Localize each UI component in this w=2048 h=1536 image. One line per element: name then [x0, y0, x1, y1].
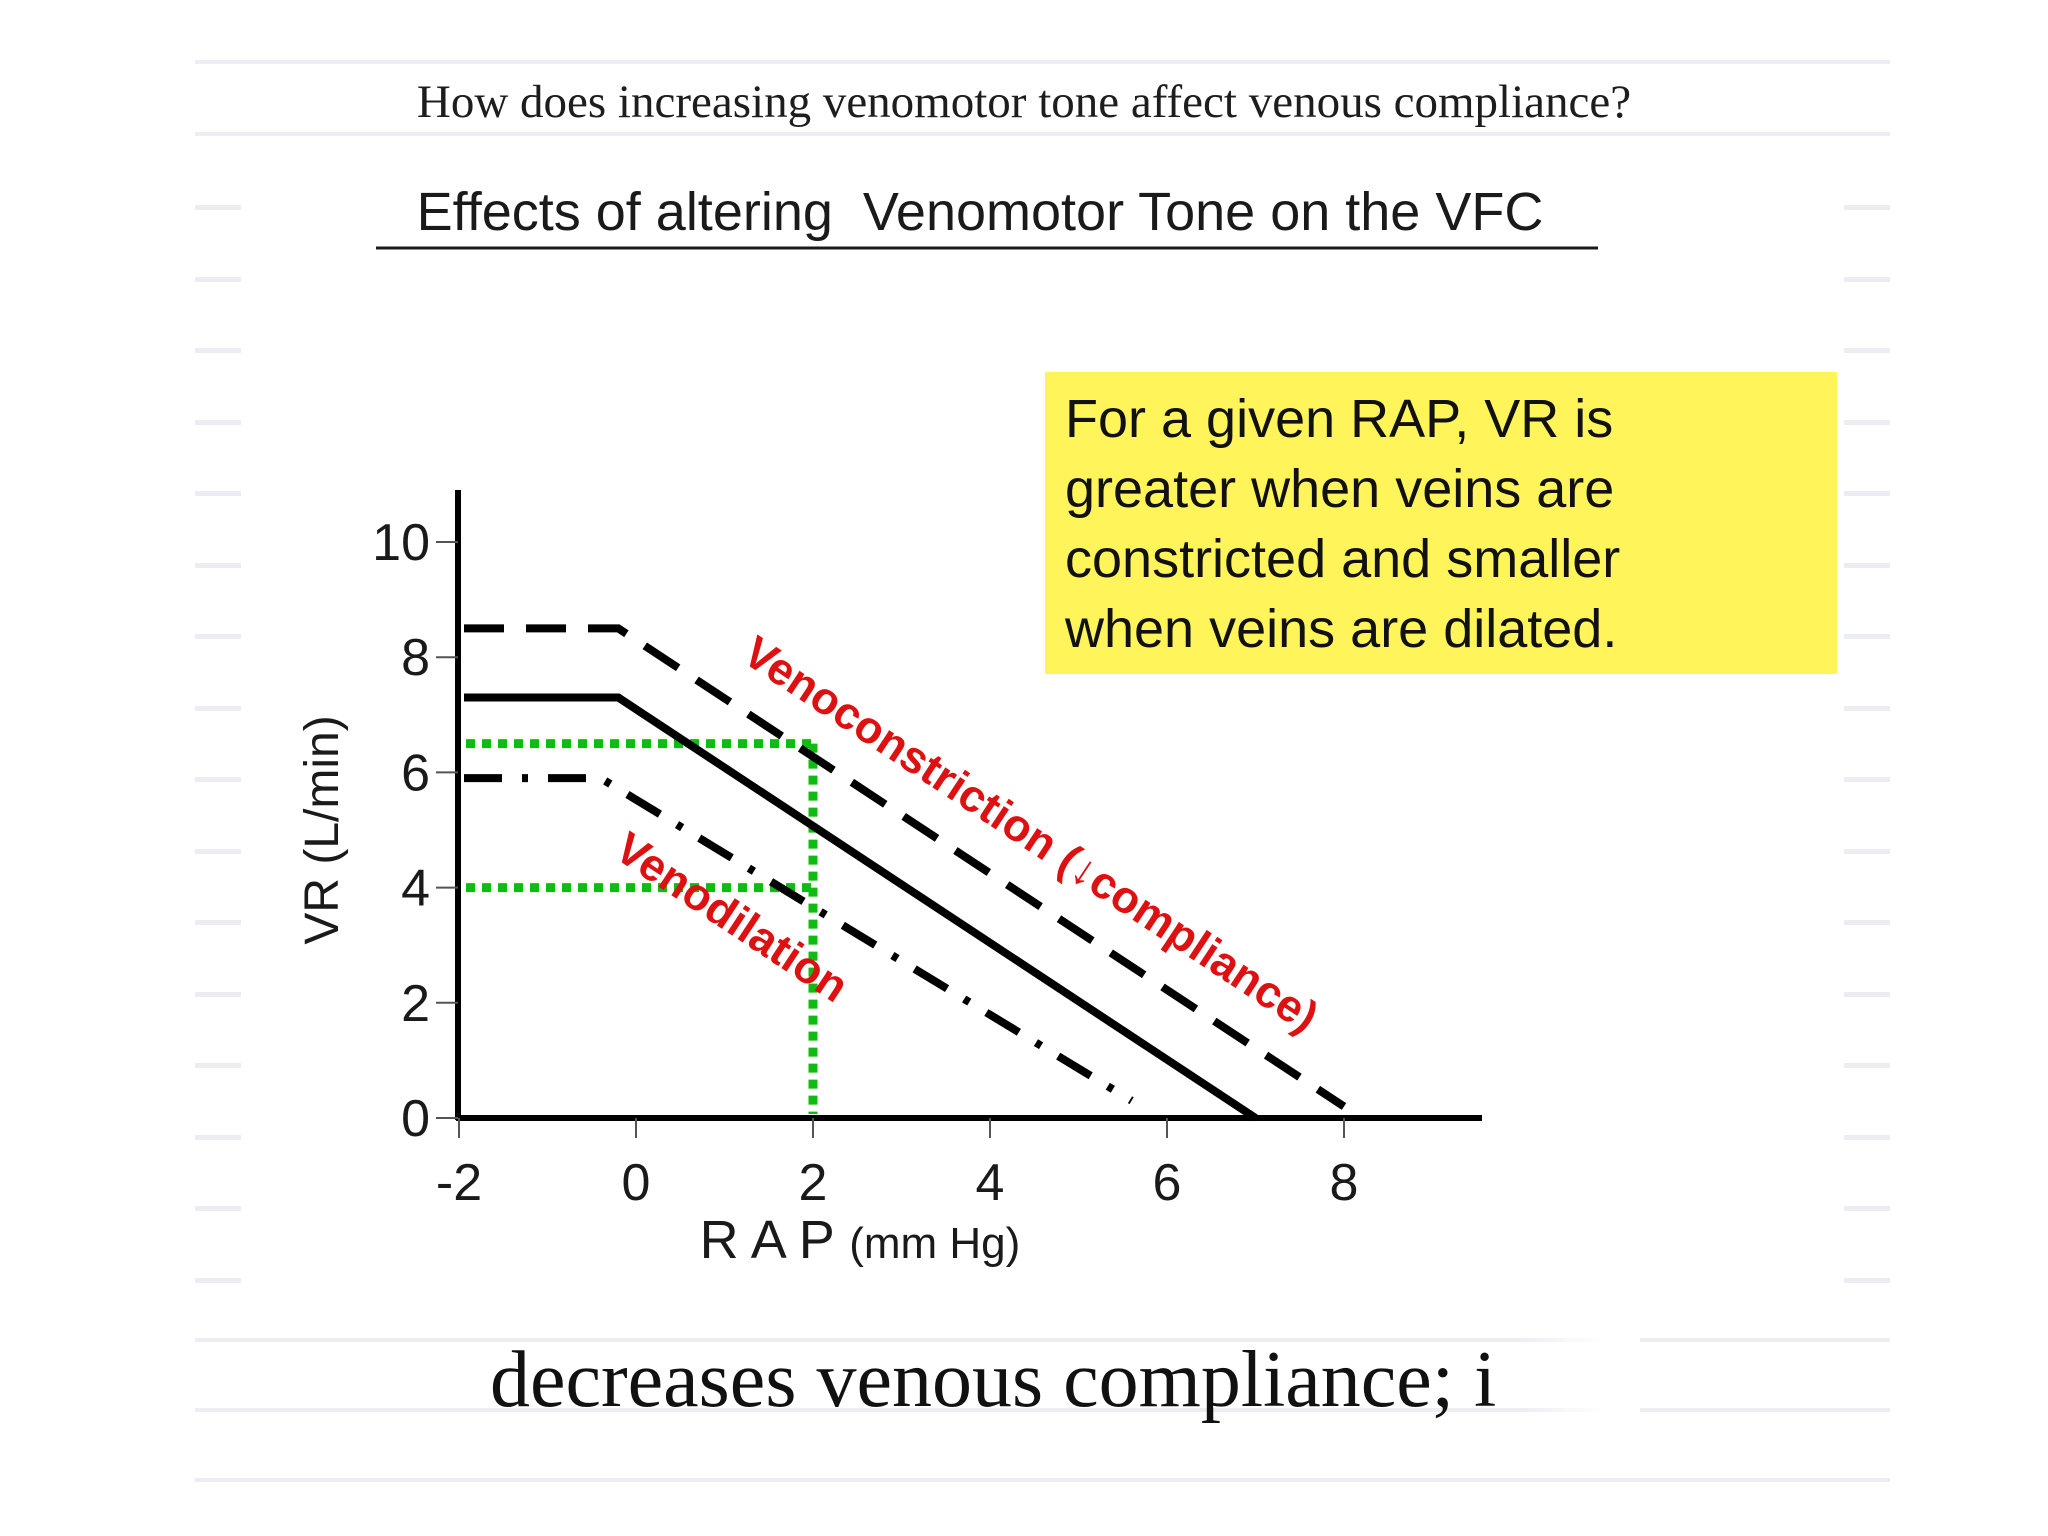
margin-dash — [1844, 348, 1890, 353]
x-tick-label: 2 — [799, 1154, 828, 1212]
chart-title: Effects of altering Venomotor Tone on th… — [417, 182, 1544, 242]
answer-rule-bottom — [195, 1408, 1890, 1412]
note-box — [1045, 372, 1837, 674]
x-axis-label-main: R A P — [700, 1210, 835, 1270]
y-tick-label: 8 — [401, 629, 430, 687]
margin-dash — [195, 634, 241, 639]
margin-dash — [195, 562, 241, 568]
margin-dash — [195, 419, 241, 425]
margin-dash — [195, 920, 241, 925]
x-tick-label: -2 — [436, 1154, 482, 1212]
question-rule — [195, 132, 1890, 136]
curve-normal — [464, 693, 1258, 1122]
note-line-1: For a given RAP, VR is — [1065, 389, 1613, 449]
margin-dash — [1844, 705, 1890, 711]
margin-dash — [1844, 1206, 1890, 1211]
card-question: How does increasing venomotor tone affec… — [416, 76, 1632, 128]
y-tick-label: 4 — [401, 860, 430, 918]
margin-dash — [195, 848, 241, 854]
margin-dash — [195, 276, 241, 282]
y-tick-label: 10 — [372, 514, 430, 572]
margin-dash — [1844, 634, 1890, 639]
margin-dash — [195, 205, 241, 210]
x-tick-label: 8 — [1330, 1154, 1359, 1212]
x-axis-label: R A P (mm Hg) — [700, 1210, 1021, 1270]
margin-dash — [1844, 920, 1890, 925]
margin-dash — [1844, 1063, 1890, 1068]
note-line-3: constricted and smaller — [1065, 529, 1620, 589]
margin-dash — [1844, 276, 1890, 282]
margin-dash — [195, 1277, 241, 1283]
green-guides — [466, 739, 818, 1114]
y-tick-label: 2 — [401, 975, 430, 1033]
note-line-2: greater when veins are — [1065, 459, 1614, 519]
x-tick-label: 6 — [1153, 1154, 1182, 1212]
margin-dash — [195, 1206, 241, 1211]
x-tick-label: 0 — [622, 1154, 651, 1212]
margin-dash — [195, 1134, 241, 1140]
margin-dash — [1844, 991, 1890, 997]
answer-rule-top — [195, 1338, 1890, 1342]
margin-dash — [195, 1063, 241, 1068]
margin-dash — [195, 991, 241, 997]
margin-dash — [1844, 419, 1890, 425]
x-axis-label-unit: (mm Hg) — [849, 1219, 1020, 1268]
margin-dash — [1844, 1277, 1890, 1283]
margin-dash — [1844, 848, 1890, 854]
y-axis-label: VR (L/min) — [296, 715, 349, 944]
margin-dash — [1844, 777, 1890, 782]
card-answer: decreases venous compliance; i — [490, 1336, 1497, 1424]
y-tick-label: 0 — [401, 1090, 430, 1148]
margin-dash — [195, 491, 241, 496]
top-rule — [195, 60, 1890, 64]
svg-text:For a given RAP, VR is gre: For a given RAP, VR is greater when vein… — [1064, 389, 1635, 659]
curve-venoconstriction — [464, 624, 1347, 1110]
note-line-4: when veins are dilated. — [1064, 599, 1617, 659]
curves — [464, 624, 1347, 1122]
margin-dash — [195, 705, 241, 711]
margin-dash — [1844, 205, 1890, 210]
curve-label-venodilation: Venodilation — [606, 822, 857, 1012]
x-tick-label: 4 — [976, 1154, 1005, 1212]
margin-dash — [195, 777, 241, 782]
answer-fade — [1520, 1330, 1640, 1440]
margin-dash — [1844, 562, 1890, 568]
y-tick-label: 6 — [401, 744, 430, 802]
bottom-rule — [195, 1478, 1890, 1482]
margin-dash — [1844, 1134, 1890, 1140]
margin-dash — [195, 348, 241, 353]
flashcard — [195, 60, 1890, 1500]
margin-dash — [1844, 491, 1890, 496]
